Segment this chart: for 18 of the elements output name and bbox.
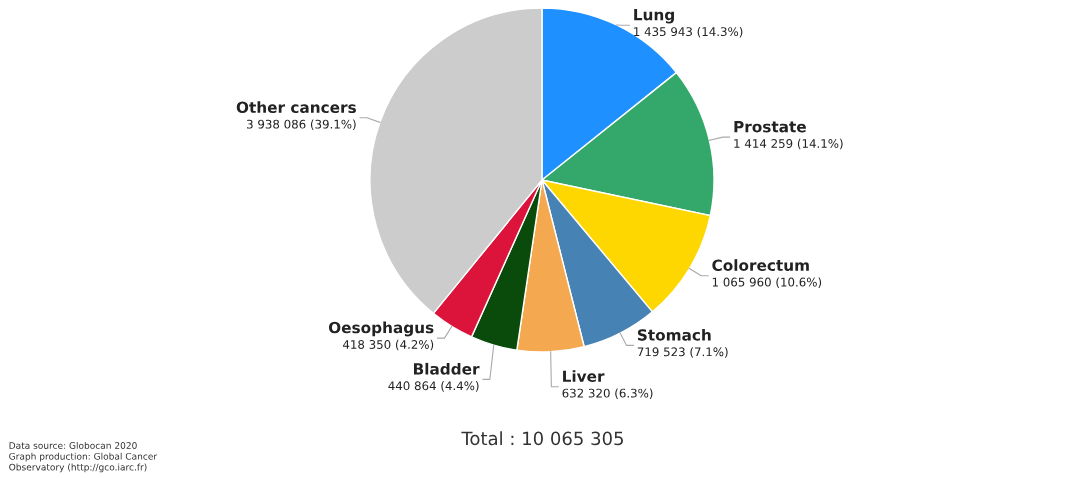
data-label: 1 414 259 (14.1%) [734, 138, 843, 150]
data-label: 3 938 086 (39.1%) [247, 119, 356, 131]
data-label: 1 435 943 (14.3%) [634, 26, 743, 38]
slice-label: Liver [563, 370, 605, 383]
slice-label: Lung [634, 9, 674, 24]
slice-label: Colorectum [712, 259, 809, 272]
data-label: 440 864 (4.4%) [388, 381, 479, 392]
slice-label: Prostate [734, 121, 806, 133]
text: Total : 10 065 305 [461, 431, 623, 446]
slice-label: Bladder [413, 362, 480, 375]
data-label: 418 350 (4.2%) [342, 339, 434, 351]
data-label: 632 320 (6.3%) [562, 388, 653, 399]
data-label: 1 065 960 (10.6%) [712, 277, 822, 288]
slice-label: Stomach [637, 328, 711, 341]
slice-label: Oesophagus [328, 321, 434, 337]
source-note: Data source: Globocan 2020 Graph production: Global Cancer Observatory (http://gco.iarc.fr) [9, 441, 158, 473]
slice-label: Other cancers [236, 101, 356, 114]
data-label: 719 523 (7.1%) [637, 347, 728, 358]
